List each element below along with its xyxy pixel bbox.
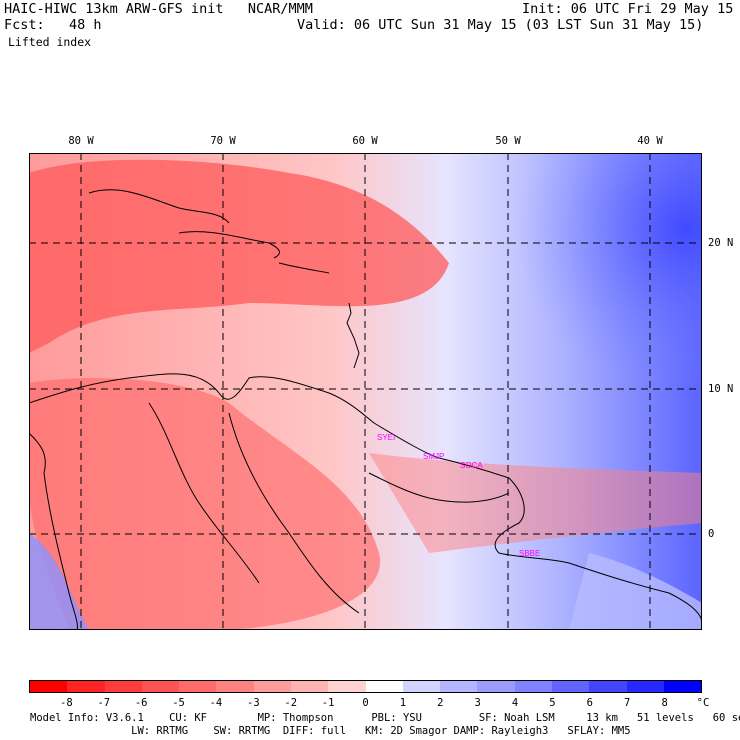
colorbar-swatch-10 (402, 681, 441, 692)
colorbar-label-15: 7 (624, 697, 631, 709)
colorbar-swatch-15 (589, 681, 627, 692)
station-sbbe: SBBE (519, 549, 540, 558)
colorbar-swatch-4 (179, 681, 217, 692)
colorbar-label-3: -5 (172, 697, 185, 709)
blue-region-southeast (569, 553, 702, 630)
lifted-index-map: SYEI SMJP SOCA SBBE (29, 153, 702, 630)
station-syei: SYEI (377, 433, 395, 442)
colorbar-label-11: 3 (474, 697, 481, 709)
lon-label-60w: 60 W (352, 135, 378, 147)
colorbar-swatch-7 (290, 681, 329, 692)
colorbar-label-2: -6 (134, 697, 148, 709)
colorbar-swatch-14 (551, 681, 590, 692)
colorbar-swatch-5 (216, 681, 254, 692)
red-region-caribbean (29, 159, 449, 353)
colorbar-swatch-11 (440, 681, 478, 692)
colorbar-swatch-8 (328, 681, 366, 692)
colorbar-swatch-16 (626, 681, 664, 692)
colorbar-swatch-12 (477, 681, 515, 692)
lon-label-80w: 80 W (68, 135, 94, 147)
colorbar-label-6: -2 (284, 697, 298, 709)
lon-label-40w: 40 W (637, 135, 663, 147)
colorbar-label-0: -8 (60, 697, 73, 709)
colorbar-swatch-3 (141, 681, 180, 692)
colorbar-swatch-1 (67, 681, 105, 692)
colorbar-label-7: -1 (321, 697, 335, 709)
station-smjp: SMJP (423, 452, 444, 461)
station-soca: SOCA (460, 461, 483, 470)
colorbar (29, 680, 702, 693)
colorbar-swatch-6 (253, 681, 291, 692)
coastlines (29, 189, 702, 630)
colorbar-label-12: 4 (511, 697, 519, 709)
colorbar-label-8: 0 (362, 697, 369, 709)
colorbar-swatch-9 (365, 681, 403, 692)
red-region-south-america (29, 378, 381, 630)
red-region-equatorial (369, 453, 702, 553)
lon-label-50w: 50 W (495, 135, 521, 147)
blue-region-pacific (29, 533, 89, 630)
colorbar-unit: °C (696, 697, 710, 709)
blue-region-atlantic (389, 153, 702, 453)
graticule (29, 153, 702, 630)
colorbar-label-9: 1 (399, 697, 407, 709)
colorbar-label-13: 5 (549, 697, 556, 709)
colorbar-label-1: -7 (97, 697, 111, 709)
lat-label-20n: 20 N (708, 237, 734, 249)
lat-label-10n: 10 N (708, 383, 734, 395)
init-time: Init: 06 UTC Fri 29 May 15 (522, 1, 734, 17)
colorbar-label-4: -4 (209, 697, 223, 709)
model-title: HAIC-HIWC 13km ARW-GFS init NCAR/MMM (4, 1, 313, 17)
forecast-hour: Fcst: 48 h (4, 17, 102, 33)
colorbar-label-5: -3 (247, 697, 260, 709)
model-info-line1: Model Info: V3.6.1 CU: KF MP: Thompson P… (30, 712, 740, 724)
colorbar-label-16: 8 (661, 697, 668, 709)
field-name: Lifted index (8, 35, 92, 49)
colorbar-swatch-0 (30, 681, 68, 692)
colorbar-label-10: 2 (437, 697, 444, 709)
colorbar-swatch-2 (104, 681, 142, 692)
model-info-line2: LW: RRTMG SW: RRTMG DIFF: full KM: 2D Sm… (30, 725, 631, 737)
colorbar-swatch-13 (514, 681, 552, 692)
valid-time: Valid: 06 UTC Sun 31 May 15 (03 LST Sun … (297, 17, 704, 33)
colorbar-swatch-17 (663, 681, 702, 692)
colorbar-label-14: 6 (586, 697, 593, 709)
lon-label-70w: 70 W (210, 135, 236, 147)
lat-label-0: 0 (708, 528, 715, 540)
map-frame (29, 153, 702, 630)
